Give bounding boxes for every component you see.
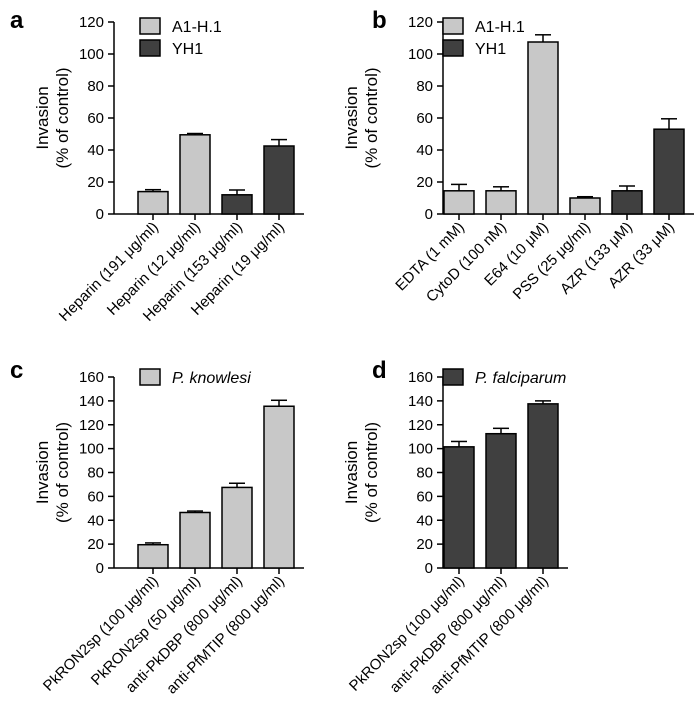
legend-swatch xyxy=(139,39,161,57)
y-axis-label-line: Invasion xyxy=(342,86,361,149)
panel-c: c 0 20 40 60 80 100 120 140 160 Invasion(% of cont… xyxy=(10,357,304,697)
legend-label: P. falciparum xyxy=(475,370,566,387)
y-tick-label: 120 xyxy=(79,14,104,31)
y-tick-label: 60 xyxy=(87,488,104,505)
y-tick-label: 0 xyxy=(425,206,433,223)
y-axis-label-line: Invasion xyxy=(33,441,52,504)
panel-letter-a: a xyxy=(10,7,24,34)
y-axis-label-line: (% of control) xyxy=(53,422,72,523)
y-tick-label: 160 xyxy=(79,369,104,386)
y-axis-label: Invasion(% of control) xyxy=(33,67,72,168)
y-tick-label: 60 xyxy=(416,488,433,505)
y-tick-label: 60 xyxy=(87,110,104,127)
y-tick-label: 20 xyxy=(87,536,104,553)
y-axis-label-line: (% of control) xyxy=(362,422,381,523)
bar xyxy=(611,190,643,215)
panel-letter-d: d xyxy=(372,357,387,384)
bar xyxy=(485,432,517,569)
y-tick-label: 100 xyxy=(408,46,433,63)
y-tick-label: 120 xyxy=(408,417,433,434)
legend-swatch xyxy=(139,17,161,35)
y-tick-label: 80 xyxy=(87,465,104,482)
y-tick-label: 140 xyxy=(408,393,433,410)
bar xyxy=(221,194,253,215)
y-axis-label: Invasion(% of control) xyxy=(33,422,72,523)
y-axis-label-line: (% of control) xyxy=(362,67,381,168)
y-tick-label: 120 xyxy=(79,417,104,434)
legend-swatch xyxy=(442,39,464,57)
y-tick-label: 40 xyxy=(87,512,104,529)
panel-letter-b: b xyxy=(372,7,387,34)
y-axis-label-line: (% of control) xyxy=(53,67,72,168)
bar xyxy=(179,511,211,569)
y-axis-label: Invasion(% of control) xyxy=(342,67,381,168)
y-tick-label: 80 xyxy=(87,78,104,95)
bar xyxy=(179,134,211,215)
legend-label: P. knowlesi xyxy=(172,370,251,387)
bar xyxy=(527,403,559,569)
panel-letter-c: c xyxy=(10,357,23,384)
bar xyxy=(569,197,601,215)
legend-swatch xyxy=(442,368,464,386)
y-tick-label: 80 xyxy=(416,465,433,482)
y-tick-label: 40 xyxy=(416,142,433,159)
y-axis-label-line: Invasion xyxy=(342,441,361,504)
y-tick-label: 100 xyxy=(79,441,104,458)
legend-label: YH1 xyxy=(475,41,506,58)
y-axis-label-line: Invasion xyxy=(33,86,52,149)
legend-label: A1-H.1 xyxy=(172,19,222,36)
y-tick-label: 0 xyxy=(96,560,104,577)
legend-label: YH1 xyxy=(172,41,203,58)
bar xyxy=(137,190,169,215)
y-tick-label: 40 xyxy=(87,142,104,159)
y-tick-label: 20 xyxy=(416,174,433,191)
y-tick-label: 60 xyxy=(416,110,433,127)
y-tick-label: 80 xyxy=(416,78,433,95)
bar xyxy=(263,405,295,569)
bar xyxy=(527,41,559,215)
y-axis-label: Invasion(% of control) xyxy=(342,422,381,523)
bar xyxy=(263,145,295,215)
y-tick-label: 140 xyxy=(79,393,104,410)
y-tick-label: 20 xyxy=(416,536,433,553)
legend-swatch xyxy=(139,368,161,386)
panel-d: d 0 20 40 60 80 100 120 140 160 Invasion(% of cont… xyxy=(342,357,568,697)
legend-swatch xyxy=(442,17,464,35)
bar xyxy=(221,486,253,569)
bar xyxy=(443,190,475,215)
y-tick-label: 100 xyxy=(408,441,433,458)
legend-label: A1-H.1 xyxy=(475,19,525,36)
y-tick-label: 0 xyxy=(96,206,104,223)
y-tick-label: 100 xyxy=(79,46,104,63)
bar xyxy=(137,543,169,569)
y-tick-label: 20 xyxy=(87,174,104,191)
y-tick-label: 0 xyxy=(425,560,433,577)
y-tick-label: 120 xyxy=(408,14,433,31)
bar xyxy=(443,446,475,569)
y-tick-label: 160 xyxy=(408,369,433,386)
y-tick-label: 40 xyxy=(416,512,433,529)
bar xyxy=(485,190,517,215)
bar xyxy=(653,128,685,215)
